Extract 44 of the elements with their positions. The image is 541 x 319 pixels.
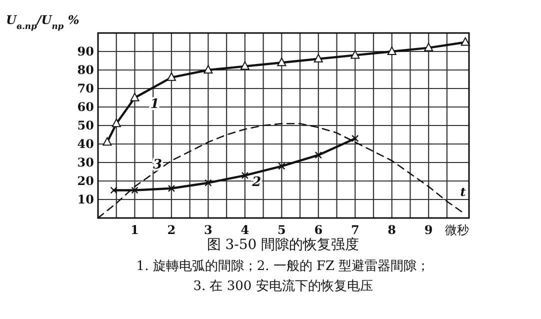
x-tick-label: 2 <box>167 223 176 237</box>
x-axis-title: 微秒 <box>445 223 469 237</box>
point <box>314 54 323 62</box>
y-tick-label: 30 <box>77 156 94 170</box>
point <box>102 137 112 146</box>
y-tick-label: 60 <box>77 100 94 114</box>
point <box>352 134 359 142</box>
x-tick-label: 7 <box>350 223 360 237</box>
y-tick-label: 10 <box>77 192 94 206</box>
x-tick-label: 5 <box>277 223 286 237</box>
point <box>204 65 213 74</box>
y-tick-label: 40 <box>77 137 94 151</box>
x-tick-label: 9 <box>424 223 433 237</box>
annotation: t <box>460 185 466 199</box>
x-tick-label: 3 <box>204 223 212 237</box>
text: 1. 旋轉电弧的間隙；2. 一般的 FZ 型避雷器間隙； <box>136 259 430 274</box>
point <box>168 184 176 192</box>
point <box>424 42 434 52</box>
point <box>166 72 176 81</box>
point <box>240 61 250 70</box>
y-tick-label: 80 <box>77 63 94 77</box>
text: 3. 在 300 安电流下的恢复电压 <box>193 278 373 294</box>
point <box>112 118 121 128</box>
y-axis-title: U$_{в.пр}$/U$_{пр}$ % <box>6 13 80 31</box>
x-tick-label: 8 <box>388 223 396 237</box>
point <box>130 92 140 102</box>
y-tick-label: 70 <box>77 82 94 96</box>
x-tick-label: 6 <box>314 223 323 237</box>
y-tick-label: 90 <box>77 44 94 58</box>
point <box>314 152 322 159</box>
point <box>241 172 249 180</box>
y-tick-label: 20 <box>77 174 94 188</box>
point <box>278 162 286 170</box>
point <box>110 186 118 194</box>
point <box>277 58 286 66</box>
text: 图 3-50 間隙的恢复强度 <box>206 237 360 253</box>
x-tick-label: 4 <box>240 223 250 237</box>
x-tick-label: 1 <box>130 223 139 237</box>
point <box>460 37 470 46</box>
point <box>204 179 212 186</box>
point <box>350 50 360 59</box>
y-tick-label: 50 <box>77 118 94 132</box>
point <box>131 186 138 194</box>
point <box>387 46 396 55</box>
